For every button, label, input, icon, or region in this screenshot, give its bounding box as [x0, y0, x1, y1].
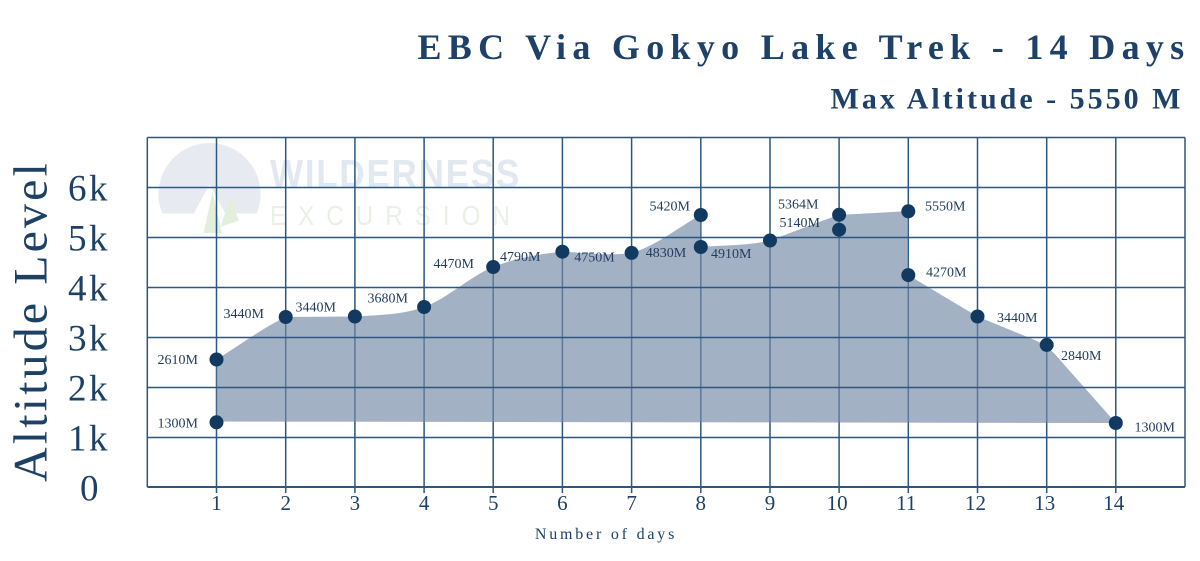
svg-text:EXCURSION: EXCURSION: [270, 200, 522, 231]
svg-text:10: 10: [827, 491, 848, 515]
svg-text:5: 5: [488, 491, 499, 515]
svg-text:Max Altitude - 5550 M: Max Altitude - 5550 M: [831, 83, 1184, 116]
svg-text:0: 0: [80, 469, 101, 510]
svg-text:3440M: 3440M: [997, 311, 1038, 326]
svg-text:11: 11: [896, 491, 916, 515]
svg-text:12: 12: [965, 491, 986, 515]
svg-text:5k: 5k: [68, 219, 110, 260]
svg-text:4: 4: [419, 491, 430, 515]
svg-text:1k: 1k: [68, 419, 110, 460]
svg-text:EBC Via Gokyo Lake Trek - 14 D: EBC Via Gokyo Lake Trek - 14 Days: [418, 27, 1191, 67]
svg-text:Number of days: Number of days: [535, 526, 677, 543]
svg-text:4790M: 4790M: [500, 250, 541, 265]
svg-text:5364M: 5364M: [778, 198, 819, 213]
svg-text:5550M: 5550M: [925, 200, 966, 215]
svg-text:2610M: 2610M: [158, 353, 199, 368]
svg-text:4k: 4k: [68, 269, 110, 310]
svg-text:4910M: 4910M: [711, 247, 752, 262]
svg-text:4750M: 4750M: [574, 251, 615, 266]
svg-text:3680M: 3680M: [368, 292, 409, 307]
svg-text:7: 7: [626, 491, 637, 515]
svg-text:8: 8: [696, 491, 707, 515]
svg-text:2840M: 2840M: [1061, 349, 1102, 364]
svg-text:3: 3: [350, 491, 361, 515]
svg-text:14: 14: [1103, 491, 1125, 515]
svg-text:9: 9: [765, 491, 776, 515]
svg-text:2k: 2k: [68, 369, 110, 410]
svg-text:3440M: 3440M: [224, 307, 265, 322]
svg-text:3440M: 3440M: [296, 301, 337, 316]
svg-text:WILDERNESS: WILDERNESS: [270, 153, 521, 197]
svg-text:13: 13: [1034, 491, 1055, 515]
svg-text:1: 1: [211, 491, 222, 515]
svg-text:4270M: 4270M: [926, 266, 967, 281]
svg-text:4470M: 4470M: [434, 257, 475, 272]
svg-text:6k: 6k: [68, 169, 110, 210]
svg-text:4830M: 4830M: [646, 246, 687, 261]
svg-text:1300M: 1300M: [1135, 421, 1176, 436]
svg-text:5140M: 5140M: [780, 216, 821, 231]
svg-text:3k: 3k: [68, 319, 110, 360]
svg-text:Altitude Level: Altitude Level: [5, 160, 58, 482]
svg-text:5420M: 5420M: [650, 200, 691, 215]
svg-text:2: 2: [280, 491, 291, 515]
svg-text:1300M: 1300M: [158, 417, 199, 432]
svg-text:6: 6: [557, 491, 568, 515]
